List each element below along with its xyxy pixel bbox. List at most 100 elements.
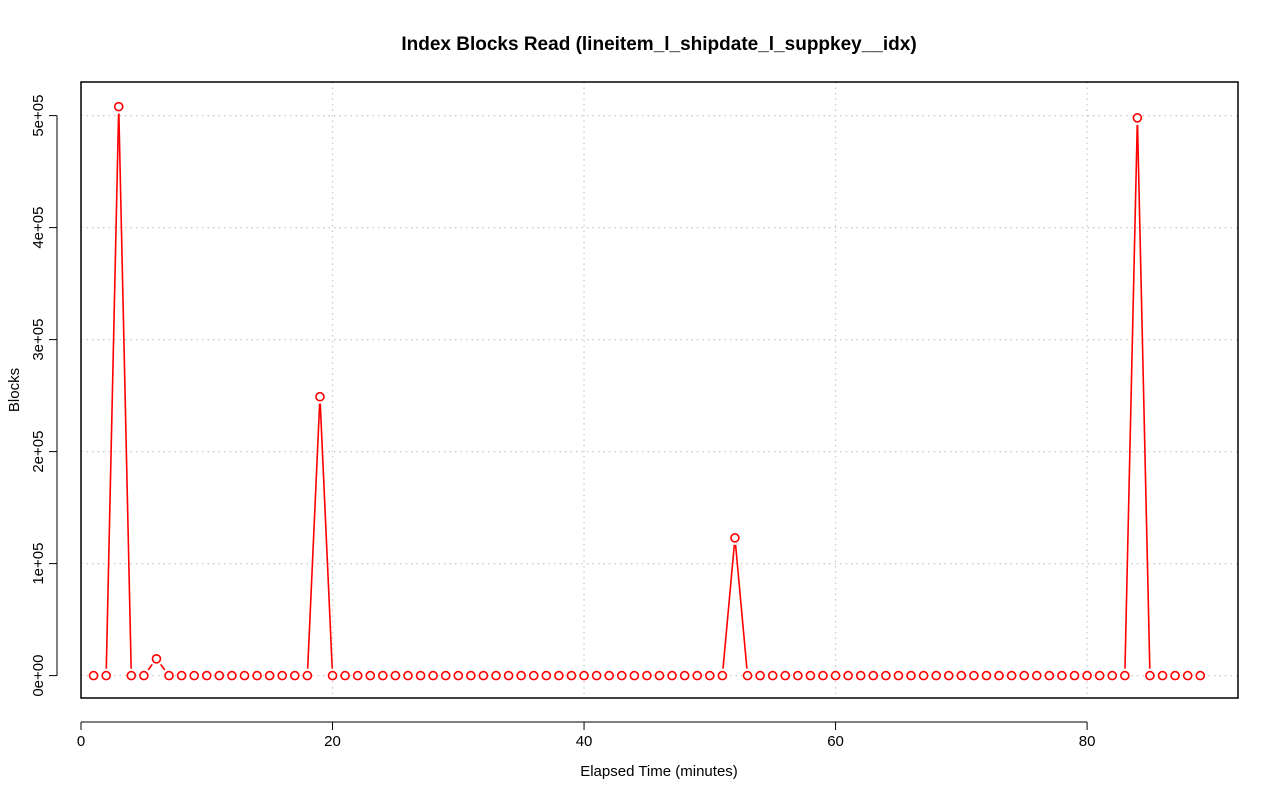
data-point — [1031, 670, 1042, 681]
data-point — [843, 670, 853, 681]
series-line-segment — [160, 663, 166, 671]
x-tick-label: 0 — [77, 733, 85, 750]
data-point — [755, 670, 765, 681]
data-point — [189, 670, 199, 681]
chart-title: Index Blocks Read (lineitem_l_shipdate_l… — [401, 34, 916, 55]
data-point — [491, 670, 501, 681]
y-tick-label: 1e+05 — [30, 543, 47, 585]
x-axis-label: Elapsed Time (minutes) — [580, 763, 738, 780]
y-tick-label: 0e+00 — [30, 655, 47, 697]
series-0 — [88, 101, 1206, 681]
data-point — [981, 670, 992, 681]
series-line-segment — [105, 113, 120, 669]
data-point — [1132, 113, 1143, 123]
series-line-segment — [147, 663, 153, 671]
data-point — [881, 670, 891, 681]
data-point — [164, 670, 174, 681]
y-tick-label: 3e+05 — [30, 319, 47, 361]
data-point — [1195, 670, 1206, 681]
data-point — [113, 101, 124, 112]
data-point — [428, 670, 438, 681]
data-point — [893, 670, 904, 681]
data-point — [252, 670, 262, 681]
data-point — [516, 670, 526, 681]
data-point — [227, 670, 237, 681]
series-line-segment — [118, 113, 132, 669]
y-axis-label: Blocks — [6, 368, 23, 412]
data-point — [101, 670, 111, 681]
data-point — [466, 670, 476, 681]
data-point — [277, 670, 288, 681]
series-line-segment — [722, 544, 736, 669]
data-point — [868, 670, 879, 681]
data-point — [1107, 670, 1118, 681]
data-point — [478, 670, 489, 681]
series-line-segment — [1136, 124, 1151, 669]
data-point — [855, 670, 866, 681]
data-point — [528, 670, 539, 681]
data-point — [730, 533, 740, 543]
y-axis: 0e+00 1e+05 2e+05 3e+05 4e+05 5e+05 — [30, 95, 58, 697]
data-point — [1145, 670, 1155, 681]
data-point — [1120, 670, 1130, 681]
data-point — [818, 670, 828, 681]
data-point — [604, 670, 614, 681]
data-point — [390, 670, 401, 681]
data-point — [88, 670, 99, 681]
data-point — [705, 670, 715, 681]
data-point — [969, 670, 979, 681]
data-point — [780, 670, 791, 681]
data-point — [918, 670, 929, 681]
y-tick-label: 4e+05 — [30, 207, 47, 249]
data-point — [566, 670, 577, 681]
data-point — [717, 670, 728, 681]
series-line-segment — [734, 544, 748, 669]
data-point — [1057, 670, 1067, 681]
data-point — [642, 670, 652, 681]
data-point — [239, 670, 250, 681]
x-axis: 0 20 40 60 80 — [77, 721, 1095, 750]
data-point — [1157, 670, 1168, 681]
data-point — [805, 670, 816, 681]
data-point — [692, 670, 703, 681]
x-tick-label: 40 — [576, 733, 593, 750]
data-point — [415, 670, 426, 681]
data-point — [830, 670, 841, 681]
data-point — [503, 670, 514, 681]
data-point — [1182, 670, 1193, 681]
data-point — [340, 670, 350, 681]
data-point — [151, 653, 162, 664]
data-point — [352, 670, 363, 681]
data-point — [654, 670, 665, 681]
data-point — [1094, 670, 1105, 681]
data-point — [264, 670, 275, 681]
data-point — [1082, 670, 1092, 681]
data-point — [1069, 670, 1080, 681]
data-point — [1019, 670, 1030, 681]
data-point — [629, 670, 640, 681]
data-point — [315, 391, 325, 402]
data-point — [679, 670, 690, 681]
x-tick-label: 20 — [324, 733, 341, 750]
data-point — [956, 670, 967, 681]
y-tick-label: 2e+05 — [30, 431, 47, 473]
series-line-segment — [306, 403, 321, 669]
data-point — [378, 670, 388, 681]
data-point — [1044, 670, 1055, 681]
data-point — [554, 670, 564, 681]
data-point — [906, 670, 916, 681]
data-point — [139, 670, 149, 681]
data-point — [403, 670, 413, 681]
data-point — [931, 670, 941, 681]
data-point — [742, 670, 753, 681]
data-point — [289, 670, 300, 681]
data-point — [365, 670, 376, 681]
series-layer — [88, 101, 1206, 681]
series-line-segment — [319, 403, 334, 669]
data-point — [793, 670, 803, 681]
y-tick-label: 5e+05 — [30, 95, 47, 137]
data-point — [579, 670, 589, 681]
x-tick-label: 60 — [827, 733, 844, 750]
